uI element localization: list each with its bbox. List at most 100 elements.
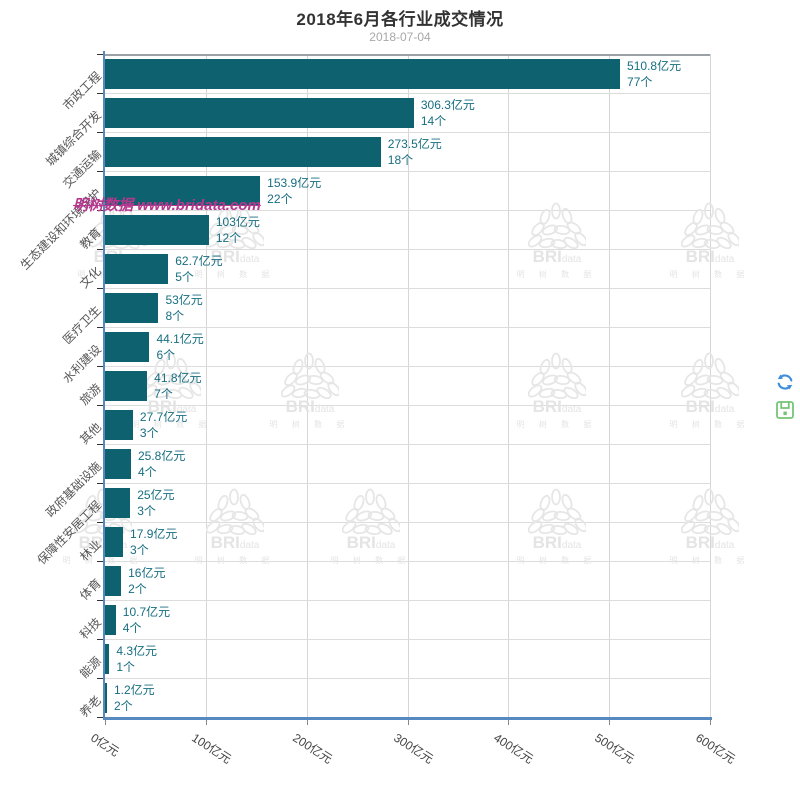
- bar-林业[interactable]: [105, 526, 124, 557]
- y-axis-tick: [97, 93, 103, 94]
- bar-能源[interactable]: [105, 643, 110, 674]
- bar-水利建设[interactable]: [105, 331, 150, 362]
- gridline-vertical: [407, 54, 409, 717]
- y-axis-tick: [97, 132, 103, 133]
- gridline-horizontal: [103, 483, 710, 484]
- y-axis-tick: [97, 717, 103, 718]
- save-image-icon[interactable]: [775, 400, 795, 420]
- value-amount-label: 510.8亿元: [627, 59, 682, 73]
- chart-subtitle: 2018-07-04: [369, 30, 431, 44]
- gridline-horizontal: [103, 522, 710, 523]
- bar-保障性安居工程[interactable]: [105, 487, 131, 518]
- x-axis-tick: [609, 720, 611, 725]
- x-axis-label: 100亿元: [189, 730, 234, 767]
- value-count-label: 3个: [137, 504, 156, 518]
- gridline-vertical: [205, 54, 207, 717]
- gridline-horizontal: [103, 444, 710, 445]
- x-axis-label: 300亿元: [390, 730, 436, 767]
- gridline-horizontal: [103, 288, 710, 289]
- x-axis-tick: [306, 720, 308, 725]
- bar-市政工程[interactable]: [105, 58, 621, 89]
- value-amount-label: 153.9亿元: [267, 176, 322, 190]
- bar-教育[interactable]: [105, 214, 209, 245]
- value-amount-label: 62.7亿元: [175, 254, 223, 268]
- gridline-vertical: [710, 54, 711, 717]
- value-count-label: 3个: [130, 543, 149, 557]
- value-amount-label: 10.7亿元: [122, 605, 171, 619]
- x-axis-tick: [407, 720, 409, 725]
- watermark-brand-text: BRIdata: [346, 533, 396, 552]
- value-count-label: 8个: [165, 309, 185, 323]
- bar-value-label: 25.8亿元 4个: [138, 448, 185, 480]
- gridline-horizontal: [103, 405, 710, 406]
- gridline-horizontal: [103, 93, 710, 94]
- bar-value-label: 41.8亿元 7个: [154, 370, 201, 402]
- x-axis-tick: [205, 720, 207, 725]
- gridline-horizontal: [103, 327, 710, 328]
- watermark-brand-text: BRIdata: [532, 247, 582, 266]
- value-count-label: 14个: [420, 114, 447, 128]
- gridline-vertical: [508, 54, 510, 717]
- bar-交通运输[interactable]: [105, 136, 381, 167]
- bar-value-label: 103亿元 12个: [216, 214, 260, 246]
- y-axis-tick: [97, 288, 103, 289]
- toolbox: [775, 372, 797, 428]
- bar-科技[interactable]: [105, 604, 116, 635]
- x-axis-label: 500亿元: [592, 730, 637, 767]
- value-amount-label: 17.9亿元: [130, 527, 178, 541]
- y-axis-tick: [97, 249, 103, 250]
- bar-医疗卫生[interactable]: [105, 292, 159, 323]
- value-count-label: 12个: [215, 231, 242, 245]
- bar-养老[interactable]: [105, 682, 107, 713]
- x-axis-tick: [508, 720, 510, 725]
- bar-旅游[interactable]: [105, 370, 148, 401]
- bar-生态建设和环境保护[interactable]: [105, 175, 261, 206]
- value-count-label: 2个: [114, 699, 133, 713]
- gridline-horizontal: [103, 210, 710, 211]
- value-count-label: 6个: [156, 348, 176, 362]
- gridline-horizontal: [103, 249, 710, 250]
- bar-value-label: 25亿元 3个: [137, 487, 174, 519]
- gridline-horizontal: [103, 171, 710, 172]
- x-axis-label: 600亿元: [693, 730, 738, 767]
- value-count-label: 3个: [139, 426, 159, 440]
- y-axis-tick: [97, 561, 103, 562]
- y-axis-tick: [97, 483, 103, 484]
- bar-value-label: 27.7亿元 3个: [140, 409, 187, 441]
- value-count-label: 18个: [387, 153, 414, 167]
- y-axis-tick: [97, 327, 103, 328]
- bar-政府基础设施[interactable]: [105, 448, 131, 479]
- gridline-vertical: [609, 54, 611, 717]
- x-axis-label: 200亿元: [289, 730, 335, 767]
- value-amount-label: 1.2亿元: [114, 683, 155, 697]
- refresh-icon[interactable]: [775, 372, 795, 392]
- watermark-brand-text: BRIdata: [532, 533, 582, 552]
- bar-value-label: 306.3亿元 14个: [421, 97, 475, 129]
- value-count-label: 2个: [128, 582, 147, 596]
- y-axis-tick: [97, 444, 103, 445]
- gridline-horizontal: [103, 678, 710, 679]
- bar-文化[interactable]: [105, 253, 169, 284]
- value-amount-label: 27.7亿元: [139, 410, 188, 424]
- y-axis-tick: [97, 366, 103, 367]
- value-amount-label: 44.1亿元: [156, 332, 204, 346]
- bar-城镇综合开发[interactable]: [105, 97, 414, 128]
- y-axis-tick: [97, 210, 103, 211]
- value-amount-label: 41.8亿元: [154, 371, 202, 385]
- value-count-label: 4个: [122, 621, 142, 635]
- x-axis-tick: [105, 720, 106, 725]
- gridline-horizontal: [103, 132, 710, 133]
- y-axis-tick: [97, 639, 103, 640]
- y-axis-tick: [97, 54, 103, 55]
- value-amount-label: 4.3亿元: [116, 644, 158, 658]
- gridline-horizontal: [103, 639, 710, 640]
- bar-体育[interactable]: [105, 565, 122, 596]
- bar-其他[interactable]: [105, 409, 133, 440]
- watermark-brand-text: BRIdata: [285, 397, 335, 416]
- bar-value-label: 17.9亿元 3个: [130, 526, 177, 558]
- x-axis-label: 400亿元: [491, 730, 537, 767]
- value-amount-label: 103亿元: [215, 215, 260, 229]
